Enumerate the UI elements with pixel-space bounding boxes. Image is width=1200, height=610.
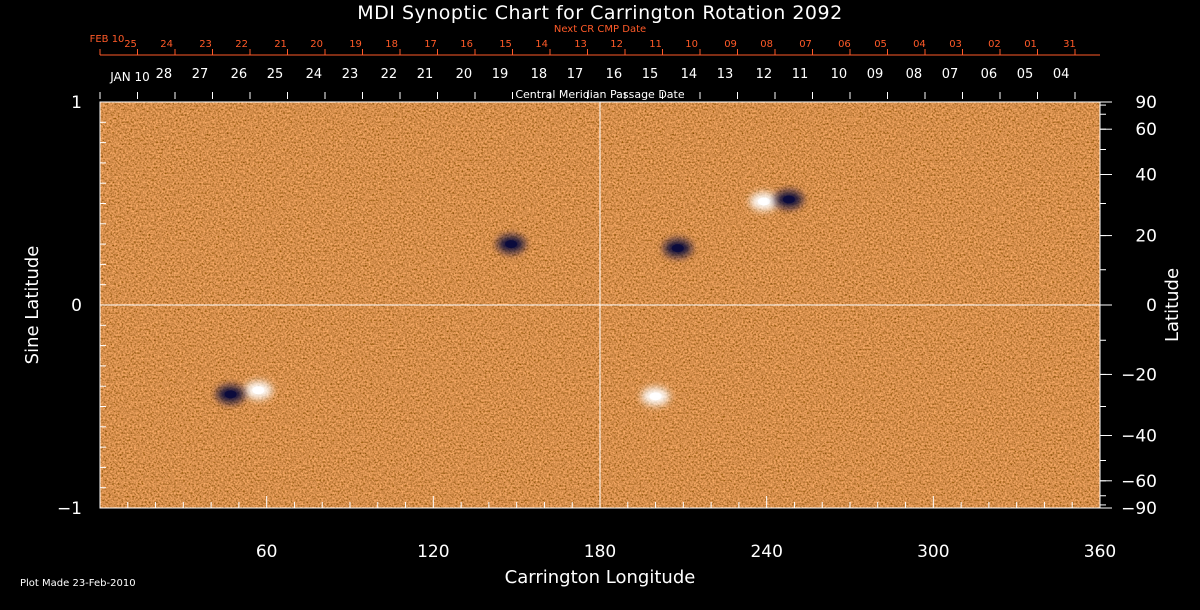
y-right-tick-label: 90 [1135,93,1157,113]
feature-core-positive-2 [252,386,265,395]
y-left-tick-label: 1 [71,93,82,113]
top-red-tick-label: 10 [685,39,698,50]
top-white-tick-label: 06 [981,67,998,82]
top-red-tick-label: 02 [988,39,1001,50]
top-white-tick-label: 21 [417,67,434,82]
x-tick-label: 360 [1084,542,1116,562]
y-right-tick-label: −90 [1121,499,1157,519]
top-red-tick-label: 21 [274,39,287,50]
top-red-tick-label: 15 [499,39,512,50]
top-red-tick-label: 12 [610,39,623,50]
top-red-tick-label: 19 [349,39,362,50]
y-left-tick-label: −1 [57,499,82,519]
top-white-tick-label: 24 [306,67,323,82]
y-left-axis-label: Sine Latitude [22,246,43,365]
top-white-tick-label: 04 [1053,67,1070,82]
x-tick-label: 120 [417,542,449,562]
top-white-tick-label: 12 [756,67,773,82]
y-right-tick-label: −40 [1121,426,1157,446]
x-tick-label: 300 [917,542,949,562]
top-white-axis-title: Central Meridian Passage Date [515,88,684,101]
top-red-tick-label: 06 [838,39,851,50]
top-red-tick-label: 09 [724,39,737,50]
top-white-tick-label: 17 [567,67,584,82]
top-red-tick-label: 04 [913,39,926,50]
y-right-tick-label: 20 [1135,227,1157,247]
feature-core-negative-3 [224,390,237,399]
x-tick-label: 60 [256,542,278,562]
top-red-tick-label: 08 [760,39,773,50]
top-white-tick-label: 18 [531,67,548,82]
top-white-tick-label: 23 [342,67,359,82]
top-white-tick-label: 22 [381,67,398,82]
top-white-tick-label: 26 [231,67,248,82]
top-white-first-label: JAN 10 [109,70,150,84]
top-white-tick-label: 08 [906,67,923,82]
feature-core-negative-5 [671,244,684,253]
top-red-tick-label: 07 [799,39,812,50]
top-red-first-label: FEB 10 [90,34,125,45]
top-white-tick-label: 19 [492,67,509,82]
top-red-tick-label: 25 [124,39,137,50]
x-axis-label: Carrington Longitude [505,567,696,588]
chart-title: MDI Synoptic Chart for Carrington Rotati… [357,2,843,24]
top-white-tick-label: 10 [831,67,848,82]
top-white-tick-label: 14 [681,67,698,82]
top-red-tick-label: 24 [160,39,173,50]
y-right-tick-label: 0 [1146,296,1157,316]
top-white-tick-label: 28 [156,67,173,82]
feature-core-positive-0 [757,197,770,206]
top-red-tick-label: 13 [574,39,587,50]
y-right-tick-label: 60 [1135,120,1157,140]
top-white-tick-label: 20 [456,67,473,82]
top-red-tick-label: 22 [235,39,248,50]
top-red-tick-label: 01 [1024,39,1037,50]
top-red-tick-label: 23 [199,39,212,50]
top-red-tick-label: 18 [385,39,398,50]
top-red-tick-label: 31 [1063,39,1076,50]
top-red-tick-label: 14 [535,39,548,50]
top-white-tick-label: 25 [267,67,284,82]
top-white-tick-label: 13 [717,67,734,82]
top-red-tick-label: 16 [460,39,473,50]
top-red-tick-label: 11 [649,39,662,50]
top-white-tick-label: 09 [867,67,884,82]
top-white-tick-label: 07 [942,67,959,82]
top-red-tick-label: 03 [949,39,962,50]
plot-made-note: Plot Made 23-Feb-2010 [20,578,136,589]
y-right-axis-label: Latitude [1162,268,1183,342]
x-tick-label: 240 [750,542,782,562]
feature-core-positive-4 [649,392,662,401]
top-white-tick-label: 05 [1017,67,1034,82]
top-red-axis-title: Next CR CMP Date [554,24,646,35]
top-red-tick-label: 05 [874,39,887,50]
top-white-tick-label: 16 [606,67,623,82]
y-right-tick-label: −60 [1121,472,1157,492]
top-white-tick-label: 27 [192,67,209,82]
top-red-tick-label: 17 [424,39,437,50]
feature-core-negative-1 [782,195,795,204]
x-tick-label: 180 [584,542,616,562]
y-left-tick-label: 0 [71,296,82,316]
y-right-tick-label: −20 [1121,365,1157,385]
top-white-tick-label: 15 [642,67,659,82]
top-white-tick-label: 11 [792,67,809,82]
feature-core-negative-6 [505,240,518,249]
top-red-tick-label: 20 [310,39,323,50]
y-right-tick-label: 40 [1135,166,1157,186]
